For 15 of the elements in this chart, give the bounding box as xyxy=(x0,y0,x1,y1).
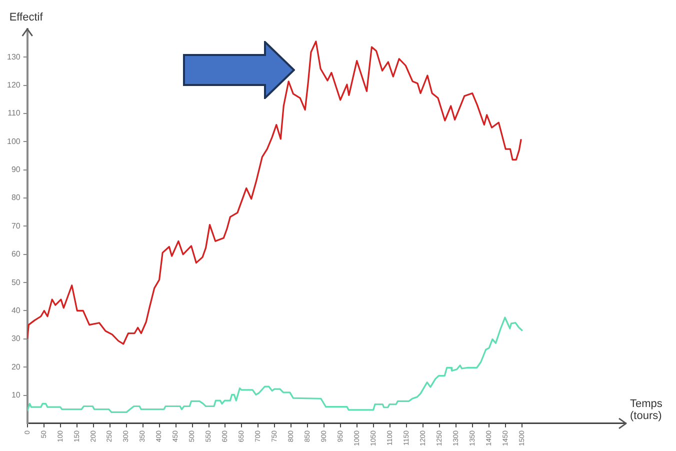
x-axis-title: Temps (tours) xyxy=(630,398,663,422)
y-tick-label: 10 xyxy=(11,390,21,400)
y-tick-label: 100 xyxy=(6,136,21,146)
y-tick-label: 20 xyxy=(11,362,21,372)
y-tick-label: 130 xyxy=(6,52,21,62)
y-tick-label: 90 xyxy=(11,165,21,174)
y-tick-label: 40 xyxy=(11,306,21,315)
y-tick-label: 120 xyxy=(6,80,21,90)
y-tick-label: 80 xyxy=(11,193,21,202)
y-tick-label: 110 xyxy=(8,108,21,118)
y-tick-label: 70 xyxy=(11,221,21,230)
y-tick-label: 50 xyxy=(11,278,21,287)
y-tick-label: 60 xyxy=(11,250,21,259)
y-tick-label: 30 xyxy=(11,334,21,344)
y-axis-title: Effectif xyxy=(9,12,44,24)
